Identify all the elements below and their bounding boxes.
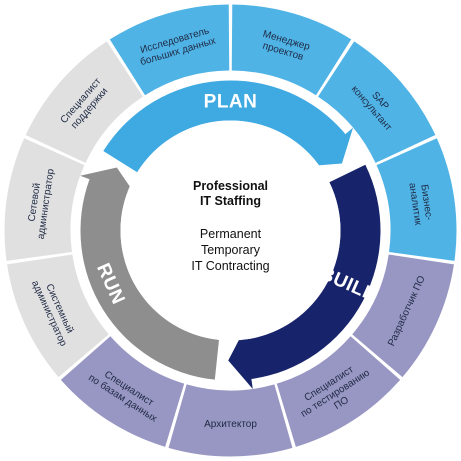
center-service-line: Permanent — [200, 227, 262, 241]
ring-segment-label: Архитектор — [204, 419, 257, 430]
ring-segment: SAPконсультант — [318, 41, 436, 163]
outer-ring: МенеджерпроектовSAPконсультантБизнес-ана… — [4, 4, 457, 457]
ring-segment-shape — [109, 4, 230, 96]
ring-segment-shape — [4, 138, 85, 261]
ring-segment-shape — [276, 336, 401, 447]
ring-segment-shape — [60, 336, 185, 447]
center-service-line: IT Contracting — [191, 259, 269, 273]
ring-segment-line: Бизнес- — [418, 184, 434, 221]
ring-segment: Архитектор — [168, 384, 293, 457]
ring-segment: Исследовательбольших данных — [109, 4, 230, 96]
ring-segment: Бизнес-аналитик — [376, 138, 457, 261]
plan-label: PLAN — [204, 92, 258, 113]
build-arrow — [228, 164, 381, 389]
ring-segment: Сетевойадминистратор — [4, 138, 85, 261]
center-disc — [120, 120, 341, 341]
ring-segment: Менеджерпроектов — [231, 4, 352, 96]
ring-segment-line: Сетевой — [27, 182, 43, 222]
ring-segment: Специалистподдержки — [25, 41, 143, 163]
ring-segment: Разработчик ПО — [352, 254, 454, 378]
ring-segment: Специалистпо тестированиюПО — [276, 336, 401, 447]
ring-segment-line: Архитектор — [204, 419, 257, 430]
ring-segment-shape — [231, 4, 352, 96]
center-title-line: Professional — [193, 179, 268, 193]
ring-segment-shape — [168, 384, 293, 457]
center-title-line: IT Staffing — [200, 194, 261, 208]
run-arrow — [80, 167, 220, 380]
ring-segment-shape — [318, 41, 436, 163]
ring-segment-shape — [352, 254, 454, 378]
center-service-line: Temporary — [201, 243, 261, 257]
ring-segment-shape — [376, 138, 457, 261]
plan-arrow — [103, 80, 354, 173]
ring-segment: Системныйадминистратор — [7, 254, 109, 378]
ring-segment-shape — [25, 41, 143, 163]
ring-segment-shape — [7, 254, 109, 378]
